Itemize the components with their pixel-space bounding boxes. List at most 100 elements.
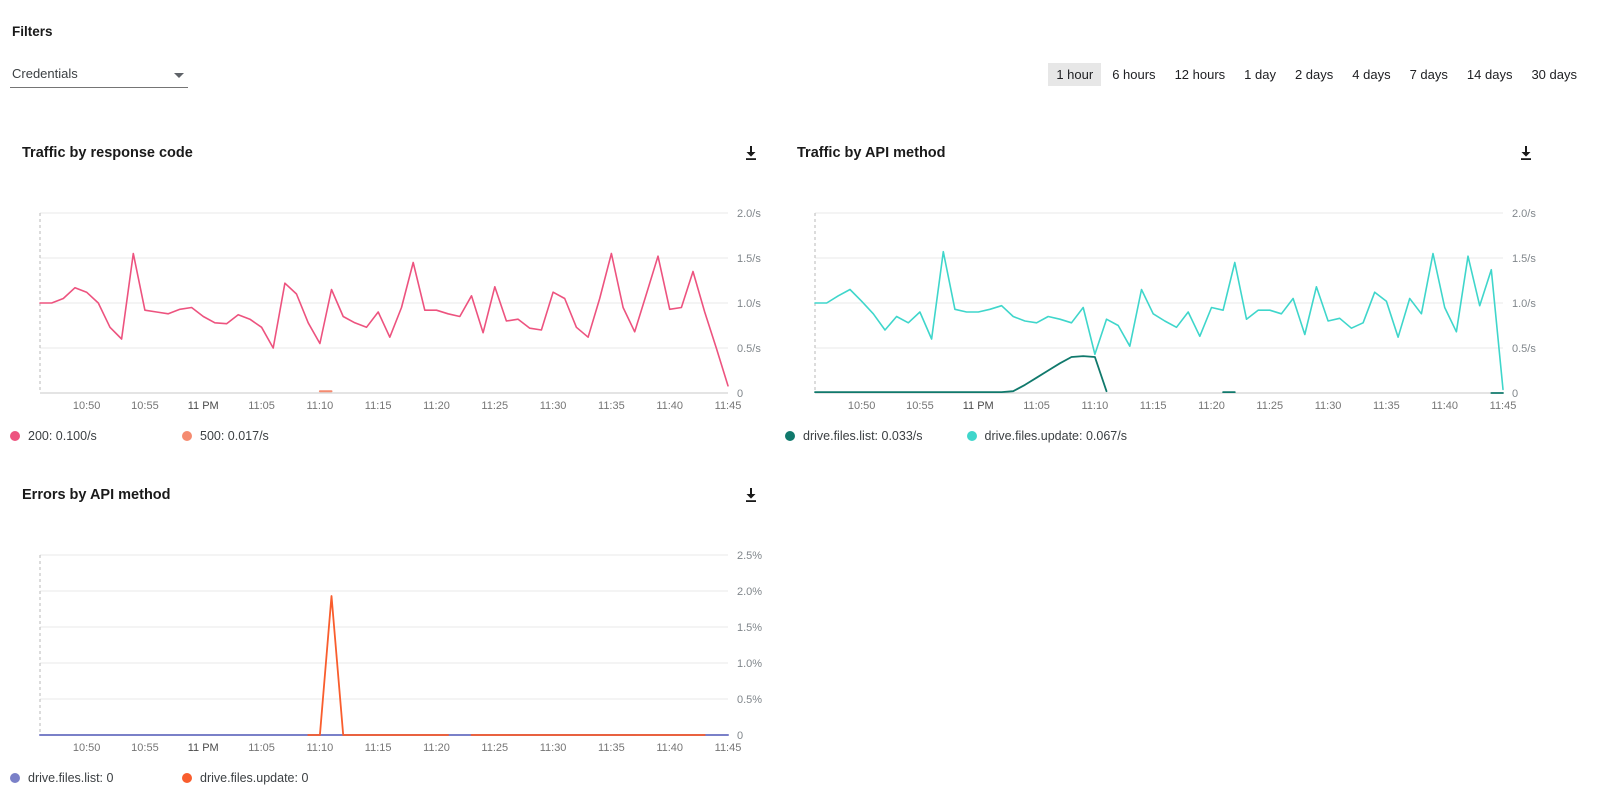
x-tick-label: 11:05	[248, 400, 275, 412]
x-tick-label: 11:15	[365, 400, 392, 412]
credentials-dropdown[interactable]: Credentials	[10, 66, 188, 88]
x-tick-label: 10:50	[848, 400, 876, 412]
x-tick-label: 11:15	[1140, 400, 1167, 412]
series-line-drive.files.list	[814, 355, 1108, 394]
x-tick-label: 11:30	[1315, 400, 1342, 412]
legend-label: drive.files.update: 0	[200, 771, 309, 785]
x-tick-label: 11:05	[248, 742, 275, 754]
x-tick-label: 11:45	[715, 400, 742, 412]
y-tick-label: 2.5%	[737, 550, 762, 562]
chart-canvas[interactable]: 0 0.5/s 1.0/s 1.5/s 2.0/s 10:50 10:55 11 PM 11:0…	[795, 205, 1540, 423]
legend-item-200: 200: 0.100/s	[10, 429, 138, 443]
x-tick-label: 11:40	[656, 742, 683, 754]
chart-card-errors-by-api-method: Errors by API method 0 0.5% 1.0% 1.5% 2.0% 2.…	[10, 487, 765, 785]
x-tick-label: 11:35	[598, 400, 625, 412]
x-tick-label: 11:20	[423, 742, 450, 754]
y-tick-label: 1.5/s	[1512, 253, 1536, 265]
time-range-option-30-days[interactable]: 30 days	[1531, 67, 1577, 82]
time-range-option-7-days[interactable]: 7 days	[1409, 67, 1448, 82]
x-tick-label: 11 PM	[188, 742, 219, 754]
time-range-option-4-days[interactable]: 4 days	[1352, 67, 1391, 82]
time-range-option-6-hours[interactable]: 6 hours	[1112, 67, 1156, 82]
y-tick-label: 0.5/s	[1512, 343, 1536, 355]
chart-legend: drive.files.list: 0.033/s drive.files.upd…	[785, 429, 1540, 443]
chart-card-traffic-by-api-method: Traffic by API method 0 0.5/s 1.0/s 1.5/s 2.…	[785, 145, 1540, 443]
time-range-selector: 1 hour 6 hours 12 hours 1 day 2 days 4 days 7 …	[1048, 63, 1585, 86]
legend-label: drive.files.update: 0.067/s	[984, 429, 1127, 443]
x-tick-label: 11:10	[307, 742, 334, 754]
chart-canvas[interactable]: 0 0.5/s 1.0/s 1.5/s 2.0/s 10:50 10:55 11 PM 11:0…	[20, 205, 765, 423]
time-range-option-14-days[interactable]: 14 days	[1466, 67, 1513, 82]
x-tick-label: 10:55	[131, 400, 159, 412]
legend-swatch-icon	[785, 431, 795, 441]
time-range-option-2-days[interactable]: 2 days	[1294, 67, 1334, 82]
legend-label: drive.files.list: 0.033/s	[803, 429, 923, 443]
legend-swatch-icon	[10, 431, 20, 441]
chart-title: Traffic by API method	[797, 145, 946, 161]
legend-item-drive.files.list: drive.files.list: 0	[10, 771, 138, 785]
download-icon[interactable]	[743, 145, 759, 161]
x-tick-label: 11:30	[540, 400, 567, 412]
x-tick-label: 10:50	[73, 742, 101, 754]
y-tick-label: 1.0/s	[737, 298, 761, 310]
x-tick-label: 11:30	[540, 742, 567, 754]
series-line-200	[39, 252, 729, 387]
x-tick-label: 11:45	[715, 742, 742, 754]
y-tick-label: 1.0%	[737, 658, 762, 670]
legend-item-drive.files.list: drive.files.list: 0.033/s	[785, 429, 923, 443]
y-tick-label: 0	[1512, 388, 1518, 400]
legend-swatch-icon	[182, 773, 192, 783]
filters-heading: Filters	[12, 24, 53, 39]
x-tick-label: 11:25	[481, 400, 508, 412]
x-tick-label: 11:10	[307, 400, 334, 412]
legend-swatch-icon	[182, 431, 192, 441]
series-line-drive.files.update	[307, 595, 450, 736]
x-tick-label: 11:10	[1082, 400, 1109, 412]
download-icon[interactable]	[743, 487, 759, 503]
y-tick-label: 0.5%	[737, 694, 762, 706]
legend-label: drive.files.list: 0	[28, 771, 114, 785]
x-tick-label: 11:25	[481, 742, 508, 754]
x-tick-label: 11:25	[1256, 400, 1283, 412]
legend-label: 500: 0.017/s	[200, 429, 269, 443]
legend-item-drive.files.update: drive.files.update: 0.067/s	[966, 429, 1127, 443]
x-tick-label: 10:50	[73, 400, 101, 412]
chart-legend: 200: 0.100/s 500: 0.017/s	[10, 429, 765, 443]
x-tick-label: 11:35	[598, 742, 625, 754]
chevron-down-icon	[174, 72, 184, 78]
y-tick-label: 0.5/s	[737, 343, 761, 355]
x-tick-label: 11:45	[1490, 400, 1517, 412]
legend-item-drive.files.update: drive.files.update: 0	[182, 771, 310, 785]
x-tick-label: 11:15	[365, 742, 392, 754]
x-tick-label: 11:20	[423, 400, 450, 412]
y-tick-label: 2.0/s	[1512, 208, 1536, 220]
x-tick-label: 11:20	[1198, 400, 1225, 412]
x-tick-label: 11:05	[1023, 400, 1050, 412]
legend-label: 200: 0.100/s	[28, 429, 97, 443]
x-tick-label: 11:35	[1373, 400, 1400, 412]
chart-title: Errors by API method	[22, 487, 171, 503]
y-tick-label: 0	[737, 388, 743, 400]
series-line-drive.files.update	[814, 250, 1504, 391]
x-tick-label: 10:55	[906, 400, 934, 412]
time-range-option-1-day[interactable]: 1 day	[1244, 67, 1276, 82]
credentials-dropdown-value: Credentials	[12, 66, 78, 81]
x-tick-label: 11 PM	[188, 400, 219, 412]
x-tick-label: 11 PM	[963, 400, 994, 412]
time-range-option-12-hours[interactable]: 12 hours	[1174, 67, 1226, 82]
y-tick-label: 1.0/s	[1512, 298, 1536, 310]
y-tick-label: 1.5%	[737, 622, 762, 634]
x-tick-label: 10:55	[131, 742, 159, 754]
chart-title: Traffic by response code	[22, 145, 193, 161]
chart-card-traffic-by-response-code: Traffic by response code 0 0.5/s 1.0/s 1.5/…	[10, 145, 765, 443]
y-tick-label: 2.0/s	[737, 208, 761, 220]
legend-swatch-icon	[10, 773, 20, 783]
chart-legend: drive.files.list: 0 drive.files.update: 0	[10, 771, 765, 785]
y-tick-label: 1.5/s	[737, 253, 761, 265]
x-tick-label: 11:40	[656, 400, 683, 412]
chart-canvas[interactable]: 0 0.5% 1.0% 1.5% 2.0% 2.5% 10:50 10:55 11 PM 11:0…	[20, 547, 765, 765]
legend-swatch-icon	[966, 431, 977, 441]
time-range-option-1-hour[interactable]: 1 hour	[1048, 63, 1102, 86]
download-icon[interactable]	[1518, 145, 1534, 161]
x-tick-label: 11:40	[1431, 400, 1458, 412]
